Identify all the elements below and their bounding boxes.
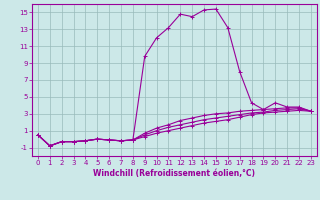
X-axis label: Windchill (Refroidissement éolien,°C): Windchill (Refroidissement éolien,°C) [93,169,255,178]
